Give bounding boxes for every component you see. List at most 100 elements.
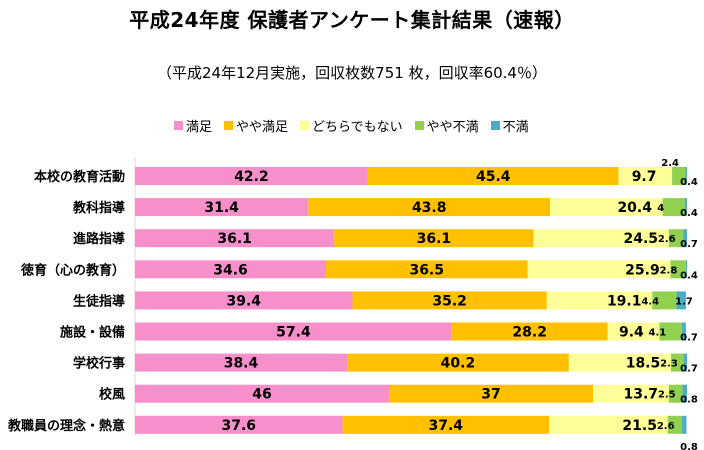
bar-segment [135,291,353,310]
data-label: 0.7 [680,364,698,375]
data-label: 20.4 [617,200,652,216]
bar-segment [668,384,683,403]
bar-segment [670,260,686,279]
data-label: 37.6 [222,418,257,434]
bar-segment [135,260,326,279]
category-label: 学校行事 [73,356,125,372]
data-label: 19.1 [607,293,642,309]
data-label: 43.8 [412,200,447,216]
data-label: 39.4 [226,293,261,309]
bar-segment [676,291,686,310]
data-label: 2.4 [661,158,679,169]
data-label: 28.2 [512,325,547,341]
bar-segment [550,198,663,217]
bar-segment [135,322,452,341]
bar-segment [527,260,671,279]
bar-segment [568,353,671,372]
legend-item: 不満 [490,116,529,135]
bar-segment [607,322,660,341]
legend-swatch [490,121,500,130]
legend-item: やや不満 [414,116,479,135]
bar-segment [546,291,653,310]
category-label: 校風 [99,387,125,403]
data-label: 2.8 [660,265,678,276]
bar-segment [593,384,669,403]
data-label: 0.4 [680,270,698,281]
chart-title: 平成24年度 保護者アンケート集計結果（速報） [129,8,575,32]
data-label: 40.2 [441,356,476,372]
bar-segment [683,229,687,248]
bar-segment [682,384,687,403]
legend-swatch [414,121,424,130]
data-label: 4 [657,203,664,214]
data-label: 25.9 [625,262,660,278]
bar-segment [668,229,684,248]
bar-segment [352,291,547,310]
bar-segment [683,353,687,372]
bar-segment [549,415,668,434]
data-label: 36.1 [217,231,252,247]
bar-segment [618,167,673,185]
legend-label: やや満足 [236,120,289,135]
data-label: 36.1 [417,231,452,247]
chart-subtitle: （平成24年12月実施，回収枚数751 枚，回収率60.4％） [157,64,547,82]
legend-swatch [174,121,183,130]
data-label: 0.7 [680,333,698,344]
data-label: 1.7 [675,296,693,307]
data-label: 9.4 [619,325,644,341]
legend-item: やや満足 [224,116,288,135]
data-label: 0.4 [680,208,698,219]
data-label: 0.8 [680,442,698,450]
data-label: 37 [481,387,500,403]
data-label: 45.4 [476,169,511,185]
data-label: 42.2 [234,169,269,185]
bar-segment [684,198,687,217]
bar-segment [670,353,684,372]
bar-segment [135,353,347,372]
legend-label: やや不満 [426,120,479,135]
bar-segment [135,384,389,403]
data-label: 35.2 [432,293,467,309]
category-label: 施設・設備 [60,325,125,341]
category-label: 徳育（心の教育） [20,262,125,278]
data-label: 0.4 [680,177,698,188]
bar-segment [367,167,619,185]
data-label: 4.1 [649,328,667,339]
bar-segment [667,415,683,434]
bar-segment [533,229,669,248]
chart-legend: 満足 やや満足 どちらでもない やや不満 不満 [174,116,541,135]
legend-item: 満足 [174,116,212,135]
data-label: 37.4 [429,418,464,434]
bar-segment [135,415,343,434]
bar-segment [682,415,687,434]
bar-segment [346,353,569,372]
data-label: 4.4 [641,296,659,307]
data-label: 13.7 [624,387,659,403]
category-label: 教科指導 [72,200,125,216]
bar-segment [451,322,608,341]
data-label: 2.3 [660,359,678,370]
category-label: 生徒指導 [73,293,125,309]
category-label: 教職員の理念・熱意 [7,418,125,434]
bar-segment [652,291,677,310]
data-label: 0.7 [680,239,698,250]
data-label: 34.6 [213,262,248,278]
data-label: 2.5 [658,390,676,401]
legend-label: 不満 [502,120,529,135]
data-label: 24.5 [624,231,659,247]
legend-swatch [224,121,234,130]
data-label: 46 [252,387,271,403]
bar-segment [682,322,686,341]
bar-segment [672,167,686,185]
bar-segment [685,260,687,279]
category-label: 本校の教育活動 [34,169,125,185]
bar-segment [685,167,687,185]
data-label: 57.4 [276,325,311,341]
data-label: 31.4 [204,200,239,216]
data-label: 2.6 [657,421,675,432]
data-label: 21.5 [622,418,657,434]
category-label: 進路指導 [73,231,125,247]
data-label: 0.8 [680,395,698,406]
bar-segment [325,260,528,279]
